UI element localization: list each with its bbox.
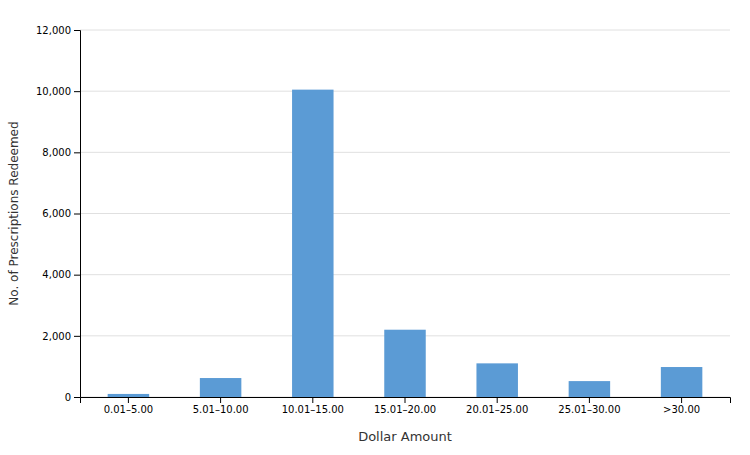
x-tick-label: >30.00 [663,404,700,415]
chart-container: 0 2,000 4,000 6,000 8,000 10,000 12,000 0.01–5.… [0,0,750,455]
grid-line [80,152,730,153]
x-tick: >30.00 [663,397,700,415]
x-axis-line [81,398,731,404]
x-tick-mark [589,397,590,403]
grid-line [80,30,730,31]
plot-root: 0 2,000 4,000 6,000 8,000 10,000 12,000 0.01–5.… [7,25,731,444]
bar [200,378,241,397]
y-tick: 0 [65,392,80,403]
x-tick-label: 25.01–30.00 [558,404,620,415]
x-tick-mark [128,397,129,403]
x-tick: 20.01–25.00 [466,397,528,415]
y-tick-label: 6,000 [42,208,71,219]
y-tick: 4,000 [42,269,80,280]
x-tick: 25.01–30.00 [558,397,620,415]
y-tick-label: 2,000 [42,331,71,342]
bar [384,330,425,397]
y-tick-label: 8,000 [42,147,71,158]
x-tick-mark [681,397,682,403]
x-tick: 5.01–10.00 [193,397,249,415]
x-tick-label: 5.01–10.00 [193,404,249,415]
x-tick: 15.01–20.00 [374,397,436,415]
bar [292,90,333,397]
y-tick-mark [74,152,80,153]
bar [569,381,610,397]
x-tick-label: 0.01–5.00 [104,404,154,415]
y-tick: 10,000 [36,86,80,97]
y-tick-mark [74,275,80,276]
bar [661,367,702,397]
x-tick: 10.01–15.00 [282,397,344,415]
x-tick-label: 20.01–25.00 [466,404,528,415]
y-tick: 12,000 [36,25,80,36]
x-tick-mark [312,397,313,403]
x-tick-label: 10.01–15.00 [282,404,344,415]
x-tick-label: 15.01–20.00 [374,404,436,415]
y-tick-mark [74,336,80,337]
x-tick: 0.01–5.00 [104,397,154,415]
y-tick-label: 4,000 [42,269,71,280]
y-tick-mark [74,397,80,398]
y-axis-title: No. of Prescriptions Redeemed [7,121,21,305]
grid-line [80,91,730,92]
chart-svg: 0 2,000 4,000 6,000 8,000 10,000 12,000 0.01–5.… [0,0,750,455]
bar [108,394,149,397]
x-axis-title: Dollar Amount [358,429,452,444]
y-tick: 8,000 [42,147,80,158]
x-tick-mark [497,397,498,403]
x-tick-mark [220,397,221,403]
y-tick-mark [74,91,80,92]
grid [80,30,730,397]
bars [108,90,703,397]
bar [476,363,517,397]
y-tick-mark [74,214,80,215]
x-tick-mark [405,397,406,403]
y-axis-line [74,31,81,398]
grid-line [80,213,730,214]
grid-line [80,274,730,275]
y-tick-mark [74,30,80,31]
y-tick-label: 12,000 [36,25,71,36]
y-tick: 2,000 [42,331,80,342]
y-axis: 0 2,000 4,000 6,000 8,000 10,000 12,000 [36,25,81,403]
y-tick-label: 10,000 [36,86,71,97]
y-tick: 6,000 [42,208,80,219]
y-tick-label: 0 [65,392,71,403]
x-axis: 0.01–5.00 5.01–10.00 10.01–15.00 15.01–20.0… [81,397,731,415]
